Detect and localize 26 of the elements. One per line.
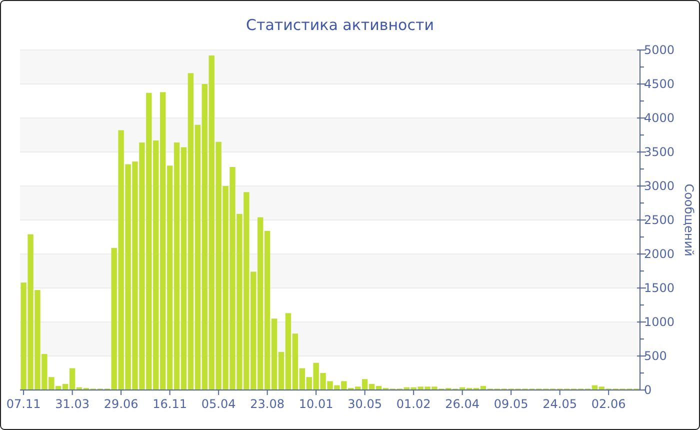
x-tick-label: 02.06 xyxy=(591,397,626,411)
y-tick-label: 3500 xyxy=(644,145,675,159)
x-tick-label: 05.04 xyxy=(201,397,236,411)
y-tick-label: 2500 xyxy=(644,213,675,227)
x-tick-label: 16.11 xyxy=(152,397,187,411)
y-tick-label: 2000 xyxy=(644,247,675,261)
x-tick-label: 01.02 xyxy=(396,397,431,411)
y-tick-label: 4000 xyxy=(644,111,675,125)
y-tick-label: 1500 xyxy=(644,281,675,295)
x-tick-label: 24.05 xyxy=(542,397,578,411)
x-tick-label: 29.06 xyxy=(104,397,138,411)
y-axis-title: Сообщений xyxy=(682,184,696,256)
x-tick-label: 23.08 xyxy=(250,397,284,411)
y-tick-label: 4500 xyxy=(644,77,675,91)
y-tick-label: 500 xyxy=(644,349,667,363)
y-tick-label: 5000 xyxy=(644,43,675,57)
x-tick-label: 10.01 xyxy=(298,397,334,411)
x-tick-label: 26.04 xyxy=(445,397,480,411)
y-tick-label: 3000 xyxy=(644,179,675,193)
x-tick-label: 09.05 xyxy=(494,397,528,411)
x-tick-label: 31.03 xyxy=(55,397,90,411)
x-tick-label: 30.05 xyxy=(348,397,382,411)
x-tick-label: 07.11 xyxy=(6,397,41,411)
y-tick-label: 0 xyxy=(644,383,652,397)
y-tick-label: 1000 xyxy=(644,315,675,329)
chart-title: Статистика активности xyxy=(246,16,434,34)
